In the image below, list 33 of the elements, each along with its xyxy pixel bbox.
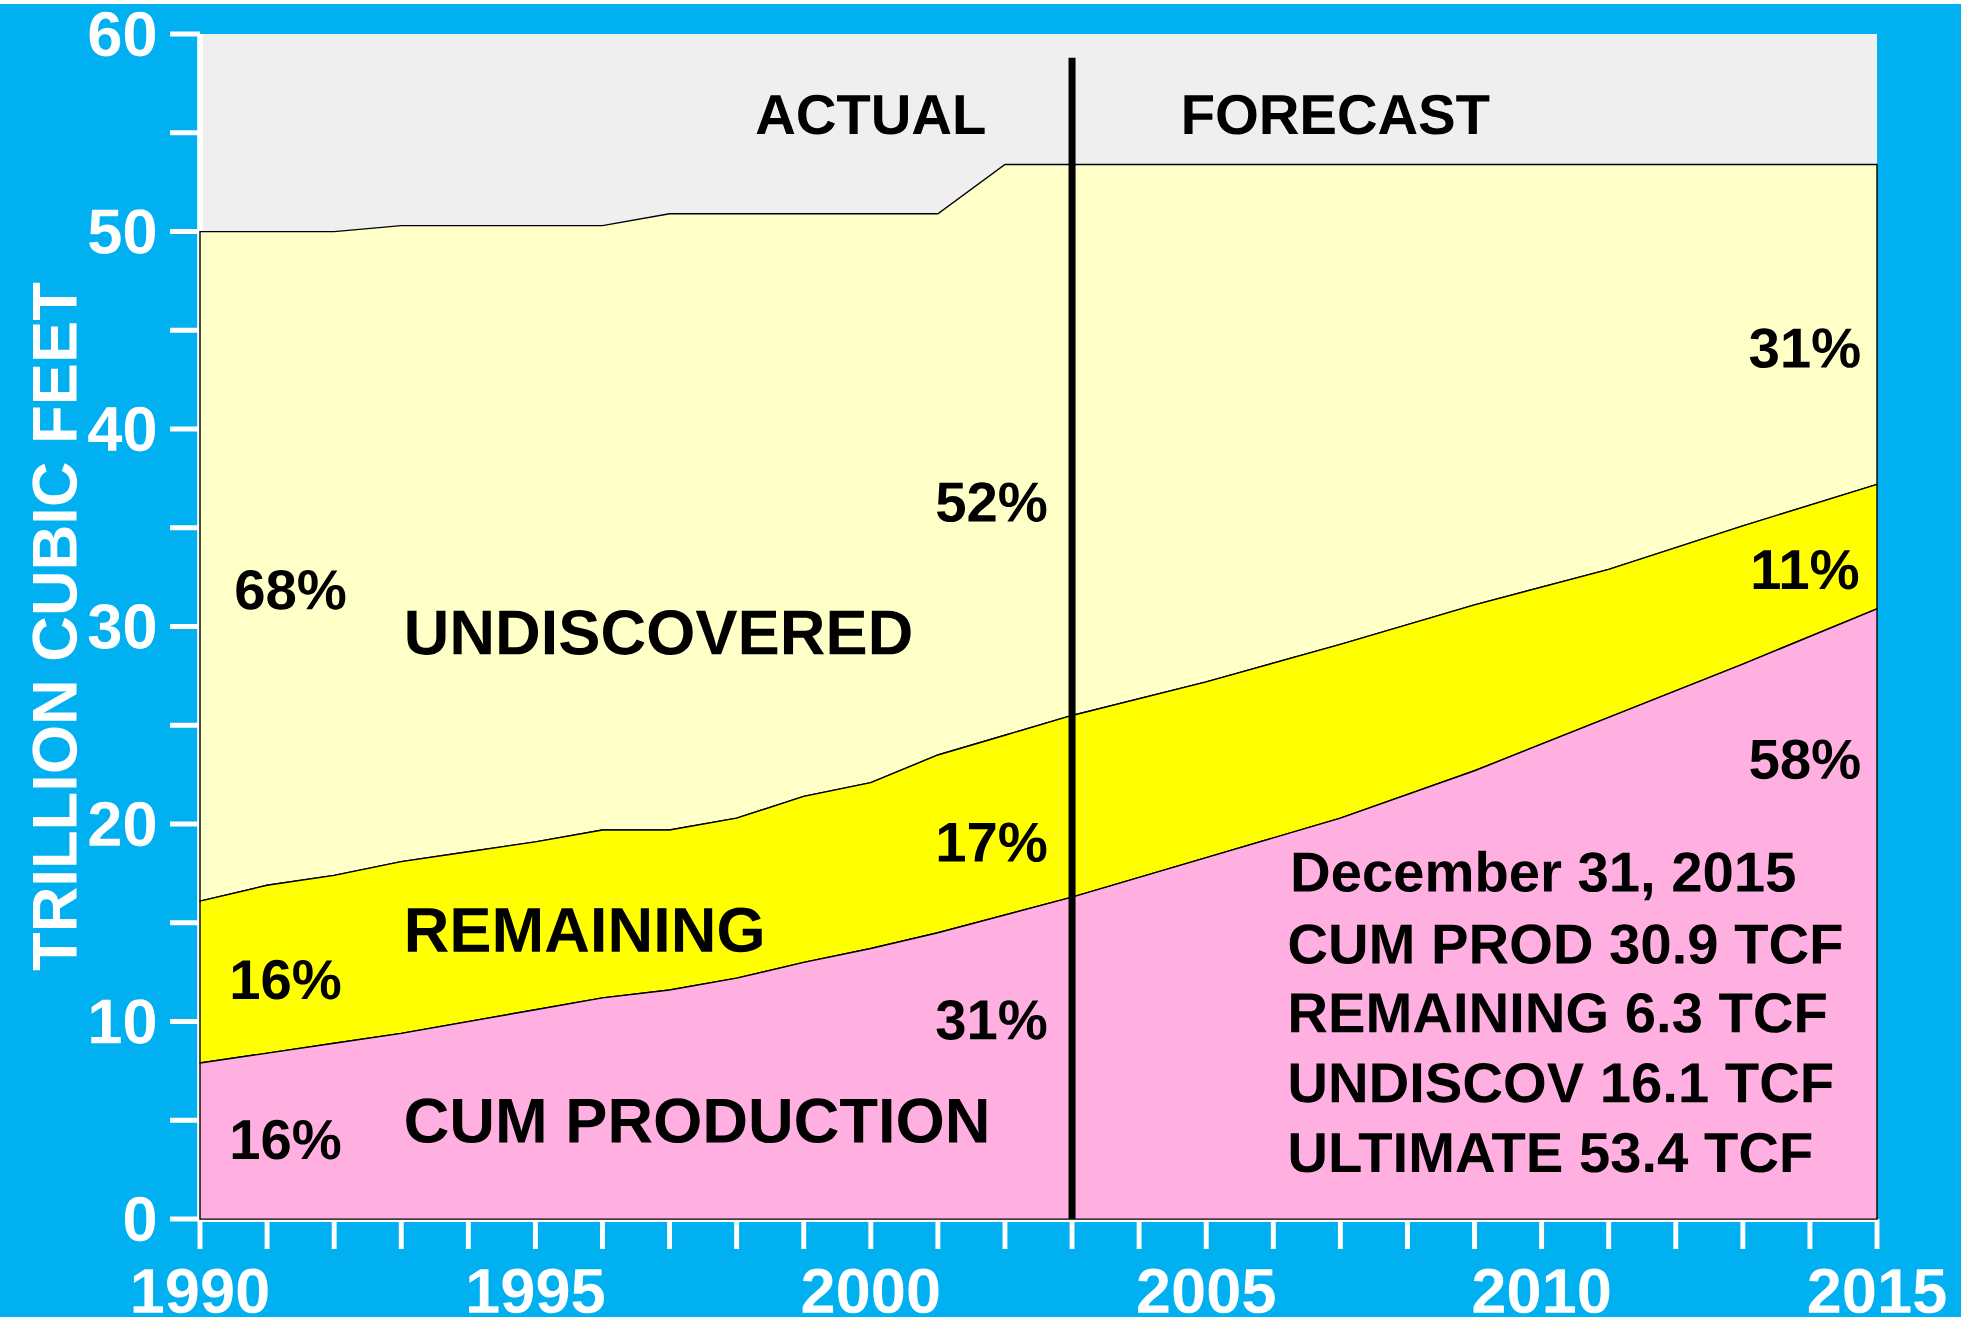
y-tick-label: 10: [91, 999, 156, 1044]
annotation: CUM PROD 30.9 TCF: [1289, 924, 1842, 965]
annotation: 58%: [1750, 739, 1860, 780]
y-tick-label: 50: [89, 209, 156, 254]
annotation: FORECAST: [1184, 94, 1490, 135]
annotation: 31%: [1749, 328, 1860, 369]
x-tick-label: 2010: [1473, 1268, 1610, 1314]
y-axis-title: TRILLION CUBIC FEET: [32, 282, 78, 971]
x-tick-label: 2015: [1808, 1268, 1946, 1314]
series-label: UNDISCOVERED: [407, 610, 911, 655]
x-tick-label: 1995: [469, 1268, 605, 1314]
x-tick-label: 1990: [133, 1268, 268, 1314]
annotation: 16%: [232, 959, 341, 1000]
annotation: 16%: [232, 1119, 341, 1160]
annotation: ACTUAL: [756, 94, 985, 135]
annotation: UNDISCOV 16.1 TCF: [1290, 1062, 1833, 1103]
y-tick-label: 30: [88, 604, 156, 650]
annotation: 11%: [1753, 549, 1859, 590]
y-tick-label: 20: [89, 801, 156, 847]
y-tick-label: 40: [88, 406, 156, 452]
series-label: REMAINING: [407, 907, 762, 953]
annotation: REMAINING 6.3 TCF: [1291, 992, 1826, 1033]
y-tick-label: 0: [124, 1196, 156, 1242]
annotation: December 31, 2015: [1293, 850, 1795, 901]
y-tick-label: 60: [89, 11, 156, 57]
annotation: 17%: [938, 822, 1047, 863]
annotation: ULTIMATE 53.4 TCF: [1290, 1132, 1812, 1173]
x-tick-label: 2000: [802, 1268, 939, 1314]
x-tick-label: 2005: [1138, 1268, 1275, 1314]
annotation: 31%: [936, 1000, 1047, 1040]
annotation: 68%: [236, 569, 346, 610]
series-label: CUM PRODUCTION: [406, 1098, 987, 1144]
annotation: 52%: [936, 482, 1047, 523]
